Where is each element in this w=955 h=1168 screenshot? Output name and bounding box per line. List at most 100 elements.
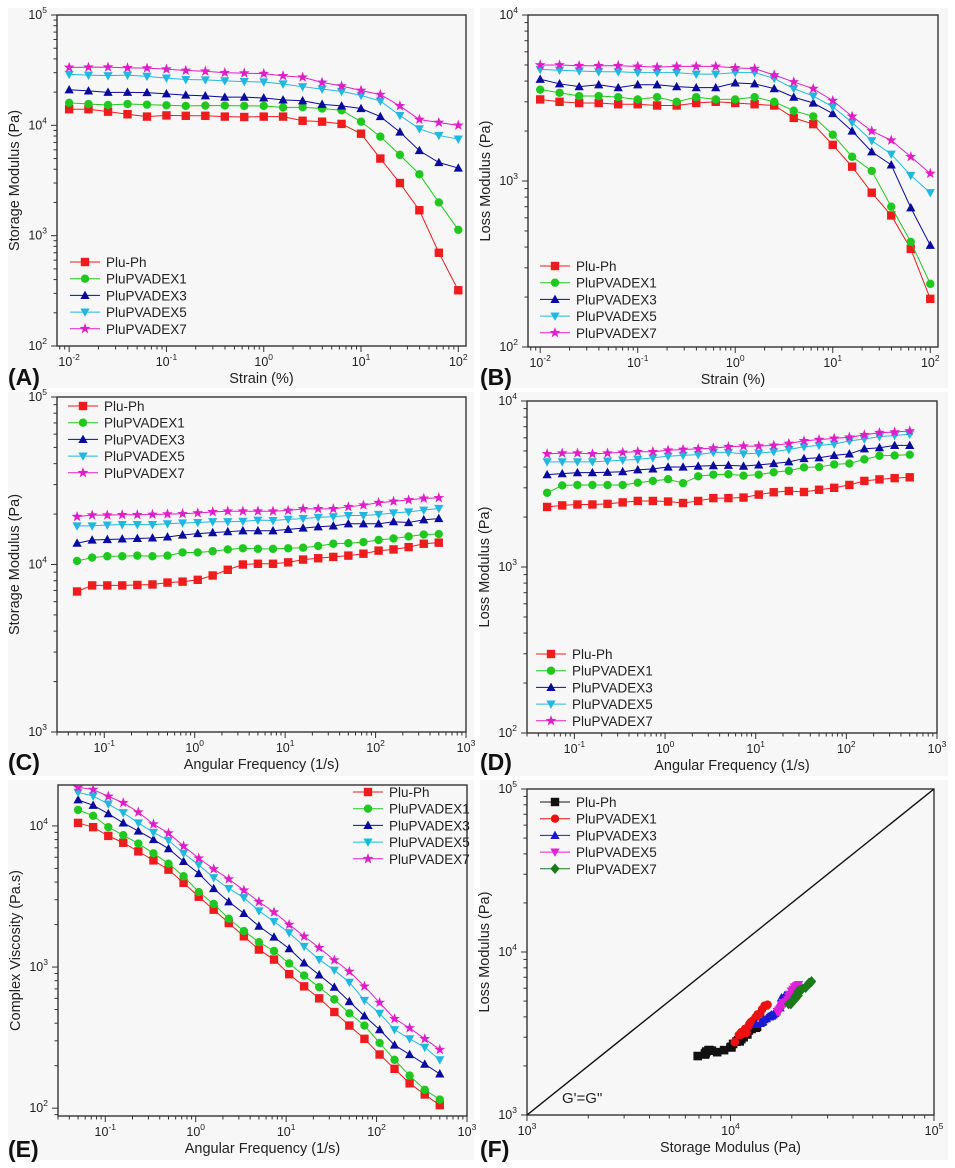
legend-item: Plu-Ph: [540, 259, 617, 274]
data-point: [890, 451, 899, 460]
data-point: [116, 509, 128, 520]
data-point: [749, 63, 760, 74]
data-point: [711, 82, 721, 92]
data-point: [415, 170, 424, 179]
data-point: [118, 809, 128, 818]
legend-item: PluPVADEX1: [540, 812, 657, 827]
panel-label: (A): [8, 364, 40, 390]
data-point: [890, 440, 900, 449]
data-point: [254, 945, 264, 954]
x-axis-label: Strain (%): [229, 371, 293, 387]
x-tick-label: 101: [746, 739, 765, 756]
data-point: [200, 91, 210, 100]
data-point: [220, 112, 230, 121]
data-point: [193, 518, 203, 528]
x-tick-label: 101: [277, 1122, 296, 1139]
x-tick-label: 10-1: [156, 352, 178, 369]
legend-label: Plu-Ph: [576, 795, 617, 810]
data-point: [298, 102, 307, 112]
legend-marker: [363, 804, 373, 813]
data-point: [769, 448, 779, 457]
data-point: [253, 525, 263, 535]
data-point: [858, 429, 870, 440]
x-tick-label: 10-2: [58, 352, 80, 369]
data-point: [220, 92, 230, 101]
data-point: [541, 448, 553, 459]
data-point: [374, 88, 386, 100]
data-point: [103, 808, 113, 818]
legend-label: PluPVADEX3: [106, 288, 187, 303]
data-point: [343, 965, 355, 977]
data-point: [223, 873, 235, 884]
data-point: [574, 91, 584, 101]
legend-marker: [549, 327, 561, 338]
data-point: [535, 95, 545, 104]
data-point: [875, 475, 884, 484]
data-point: [828, 432, 840, 444]
data-point: [827, 94, 839, 106]
data-point: [572, 467, 583, 477]
x-tick-label: 104: [721, 1121, 740, 1138]
legend-marker: [78, 452, 88, 461]
data-point: [259, 101, 268, 111]
data-point: [434, 131, 444, 141]
legend-item: Plu-Ph: [540, 795, 617, 810]
legend-marker: [80, 290, 90, 299]
data-point: [343, 518, 353, 528]
data-point: [374, 1009, 385, 1019]
legend-label: PluPVADEX1: [576, 812, 657, 827]
plot-area: [541, 425, 916, 512]
data-point: [808, 92, 818, 101]
legend-item: PluPVADEX7: [536, 714, 653, 729]
data-point: [132, 521, 142, 530]
data-point: [535, 85, 545, 94]
panel-f-loss-vs-storage-modulus: 103 104 105 103 104 105 Storage Modulus (Pa) Lo…: [477, 779, 944, 1162]
data-point: [754, 470, 763, 479]
data-point: [594, 79, 604, 89]
data-point: [814, 462, 824, 472]
data-point: [119, 838, 128, 847]
data-point: [297, 83, 308, 92]
data-point: [193, 528, 203, 538]
data-point: [671, 60, 683, 72]
data-point: [418, 492, 430, 504]
legend-label: PluPVADEX3: [576, 292, 657, 307]
data-point: [101, 509, 113, 520]
data-point: [906, 237, 915, 247]
legend-label: PluPVADEX3: [389, 818, 470, 833]
data-point: [102, 534, 112, 544]
legend-label: PluPVADEX1: [106, 272, 187, 287]
y-tick-label: 104: [499, 5, 518, 22]
data-point: [632, 446, 644, 457]
data-point: [434, 504, 444, 514]
series-plupvadex5: [73, 788, 445, 1065]
data-point: [420, 1043, 430, 1053]
data-point: [829, 440, 839, 449]
data-point: [269, 932, 279, 941]
legend-marker: [78, 418, 88, 427]
data-point: [88, 822, 98, 832]
x-tick-label: 100: [656, 739, 675, 756]
plot-frame: [56, 14, 467, 347]
data-point: [253, 544, 263, 554]
x-tick-label: 101: [276, 738, 295, 755]
data-point: [104, 831, 113, 841]
data-point: [194, 868, 204, 878]
x-tick-label: 102: [366, 738, 385, 755]
data-point: [178, 849, 189, 859]
data-point: [672, 68, 682, 78]
data-point: [693, 461, 703, 470]
data-point: [163, 843, 174, 853]
data-point: [875, 451, 884, 460]
data-point: [860, 476, 869, 486]
data-point: [663, 497, 673, 506]
data-point: [789, 85, 799, 94]
data-point: [179, 878, 188, 888]
panel-e-complex-viscosity-vs-frequency: 10-1 100 101 102 103 102 103 104 Angular Frequen…: [8, 784, 477, 1162]
data-point: [193, 852, 205, 863]
legend-label: Plu-Ph: [389, 785, 430, 800]
x-axis-label: Storage Modulus (Pa): [660, 1140, 801, 1156]
data-point: [299, 942, 309, 952]
legend-item: PluPVADEX7: [540, 326, 657, 341]
